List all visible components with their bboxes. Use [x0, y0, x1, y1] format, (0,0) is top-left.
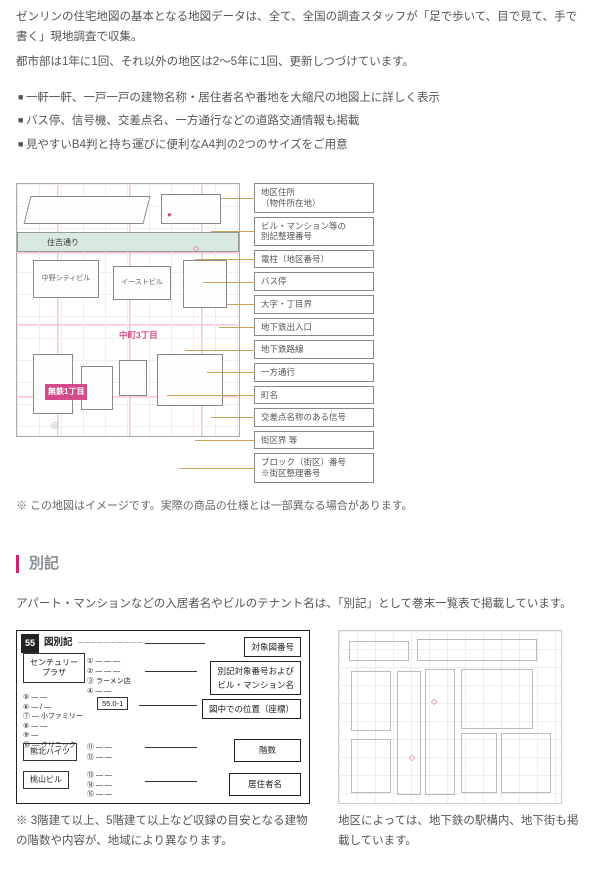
besshi-label-5: 居住者名 [229, 773, 301, 795]
legend-item: 街区界 等 [254, 431, 374, 450]
legend-item: 町名 [254, 386, 374, 405]
map-block: 住吉通り 中野シティビル イーストビル 中町3丁目 無鉄1丁目 ◎ ◇ ● 地区… [16, 183, 585, 515]
map-footer-note: ※ この地図はイメージです。実際の商品の仕様とは一部異なる場合があります。 [16, 497, 585, 516]
feature-item: 見やすいB4判と持ち運びに便利なA4判の2つのサイズをご用意 [18, 136, 585, 156]
besshi-label-4: 階数 [234, 739, 301, 761]
legend-item: 一方通行 [254, 363, 374, 382]
legend-item: ビル・マンション等の別記整理番号 [254, 217, 374, 246]
besshi-label-1: 対象図番号 [244, 637, 301, 656]
legend-item: 大字・丁目界 [254, 295, 374, 314]
legend-item: バス停 [254, 272, 374, 291]
map-legend: 地区住所（物件所在地） ビル・マンション等の別記整理番号 電柱（地区番号） バス… [254, 183, 374, 486]
besshi-heading: 図別記 [44, 635, 73, 651]
section-header-besshi: 別記 [16, 551, 585, 577]
accent-bar [16, 555, 19, 573]
bldg-b: イーストビル [113, 266, 171, 300]
besshi-block-c: 桃山ビル [23, 771, 69, 789]
feature-item: 一軒一軒、一戸一戸の建物名称・居住者名や番地を大縮尺の地図上に詳しく表示 [18, 89, 585, 109]
subway-column: ◇ ◇ 地区によっては、地下鉄の駅構内、地下街も掲載しています。 [338, 630, 585, 851]
besshi-label-3: 図中での位置（座標） [202, 699, 301, 718]
besshi-label-2: 別記対象番号およびビル・マンション名 [210, 661, 301, 695]
section-title: 別記 [29, 551, 59, 577]
subway-image: ◇ ◇ [338, 630, 562, 804]
road-label: 住吉通り [47, 236, 79, 250]
besshi-desc: アパート・マンションなどの入居者名やビルのテナント名は、「別記」として巻末一覧表… [16, 595, 585, 615]
besshi-note: ※ 3階建て以上、5階建て以上など収録の目安となる建物の階数や内容が、地域により… [16, 812, 310, 851]
feature-list: 一軒一軒、一戸一戸の建物名称・居住者名や番地を大縮尺の地図上に詳しく表示 バス停… [16, 89, 585, 156]
subway-note: 地区によっては、地下鉄の駅構内、地下街も掲載しています。 [338, 812, 585, 851]
intro-line-2: 都市部は1年に1回、それ以外の地区は2～5年に1回、更新しつづけています。 [16, 53, 585, 73]
map-district-1: 中町3丁目 [119, 328, 158, 342]
map-image: 住吉通り 中野シティビル イーストビル 中町3丁目 無鉄1丁目 ◎ ◇ ● [16, 183, 240, 437]
besshi-block-b: 熊北ハイツ [23, 743, 77, 761]
bldg-a: 中野シティビル [33, 260, 99, 298]
besshi-block-a: センチュリープラザ [23, 653, 85, 682]
besshi-badge: 55 [21, 634, 39, 652]
legend-item: 地区住所（物件所在地） [254, 183, 374, 212]
intro-line-1: ゼンリンの住宅地図の基本となる地図データは、全て、全国の調査スタッフが「足で歩い… [16, 8, 585, 47]
legend-item: 地下鉄路線 [254, 340, 374, 359]
legend-item: 交差点名称のある信号 [254, 408, 374, 427]
legend-item: 電柱（地区番号） [254, 250, 374, 269]
legend-item: 地下鉄出入口 [254, 318, 374, 337]
besshi-image: 55 図別記 ーーーーーーーーーー センチュリープラザ ① — — —② — —… [16, 630, 310, 804]
feature-item: バス停、信号機、交差点名、一方通行などの道路交通情報も掲載 [18, 112, 585, 132]
besshi-column: 55 図別記 ーーーーーーーーーー センチュリープラザ ① — — —② — —… [16, 630, 310, 851]
legend-item: ブロック（街区）番号※街区整理番号 [254, 453, 374, 482]
map-district-2: 無鉄1丁目 [45, 384, 87, 400]
